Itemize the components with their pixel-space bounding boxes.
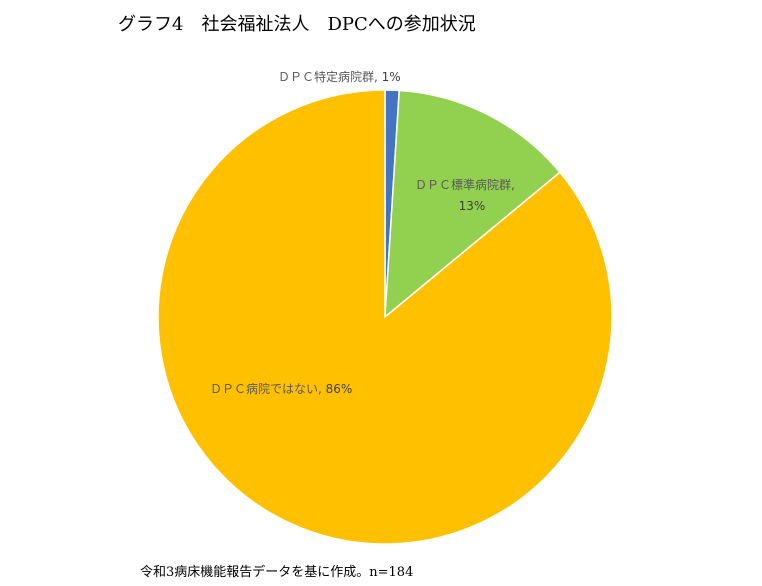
slice-label-dpc-specific-percent: 1% [382, 70, 401, 84]
chart-title: グラフ4 社会福祉法人 DPCへの参加状況 [118, 14, 476, 35]
slice-non-dpc [157, 89, 613, 545]
slice-label-dpc-specific: ＤＰＣ特定病院群, 1% [278, 69, 401, 84]
slice-label-non-dpc: ＤＰＣ病院ではない, 86% [210, 381, 352, 396]
slice-label-non-dpc-name: ＤＰＣ病院ではない [210, 381, 318, 396]
slice-label-non-dpc-percent: 86% [326, 382, 353, 396]
pie-slices [157, 89, 613, 545]
slice-dpc-standard [384, 89, 561, 319]
slice-label-dpc-standard: ＤＰＣ標準病院群, [415, 177, 515, 192]
slice-label-dpc-standard-name: ＤＰＣ標準病院群 [415, 177, 511, 192]
slice-label-dpc-specific-name: ＤＰＣ特定病院群 [278, 69, 374, 84]
slice-label-dpc-standard-percent: 13% [459, 199, 486, 213]
footnote: 令和3病床機能報告データを基に作成。n=184 [140, 565, 414, 580]
